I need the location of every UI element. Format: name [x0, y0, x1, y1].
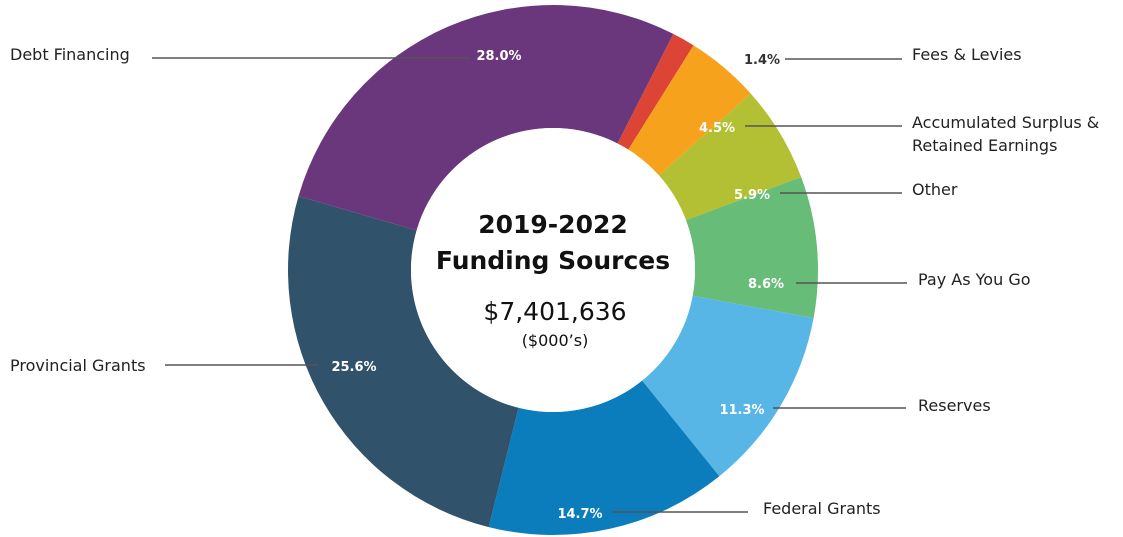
donut-slices: [287, 4, 819, 536]
slice-other: [658, 93, 802, 221]
chart-title-line-2: Funding Sources: [436, 246, 670, 275]
chart-total: $7,401,636: [483, 297, 626, 326]
category-label-line: Reserves: [918, 396, 991, 415]
category-label-line: Other: [912, 180, 958, 199]
percentage-labels: 1.4% 4.5% 5.9% 8.6% 11.3% 14.7% 25.6% 28.0%: [331, 49, 784, 522]
slice-accumulated-surplus-and-retained-earnings: [628, 45, 751, 176]
category-label-line: Accumulated Surplus &: [912, 113, 1099, 132]
pct-label-reserves: 11.3%: [719, 403, 764, 418]
slice-federal-grants: [488, 380, 720, 536]
category-label-federal-grants: Federal Grants: [763, 499, 881, 518]
category-label-pay-as-you-go: Pay As You Go: [918, 270, 1031, 289]
category-labels: Fees & Levies Accumulated Surplus & Retain…: [10, 45, 1099, 518]
category-label-line: Retained Earnings: [912, 136, 1057, 155]
category-label-line: Fees & Levies: [912, 45, 1022, 64]
category-label-fees-and-levies: Fees & Levies: [912, 45, 1022, 64]
category-label-line: Federal Grants: [763, 499, 881, 518]
category-label-reserves: Reserves: [918, 396, 991, 415]
category-label-other: Other: [912, 180, 958, 199]
pct-label-pay-as-you-go: 8.6%: [748, 277, 784, 292]
chart-units: ($000’s): [522, 331, 589, 350]
slice-pay-as-you-go: [685, 177, 819, 319]
category-label-provincial-grants: Provincial Grants: [10, 356, 146, 375]
pct-label-debt-financing: 28.0%: [476, 49, 521, 64]
pct-label-other: 5.9%: [734, 188, 770, 203]
pct-label-accumulated-surplus-and-retained-earnings: 4.5%: [699, 121, 735, 136]
category-label-line: Debt Financing: [10, 45, 130, 64]
pct-label-federal-grants: 14.7%: [557, 507, 602, 522]
category-label-accumulated-surplus-and-retained-earnings: Accumulated Surplus & Retained Earnings: [912, 113, 1099, 155]
category-label-line: Provincial Grants: [10, 356, 146, 375]
leader-lines: [152, 57, 907, 513]
category-label-line: Pay As You Go: [918, 270, 1031, 289]
slice-fees-and-levies: [617, 33, 694, 150]
slice-debt-financing: [298, 4, 674, 231]
donut-hole: [411, 128, 695, 412]
slice-reserves: [642, 295, 814, 477]
slice-provincial-grants: [287, 196, 519, 528]
pct-label-provincial-grants: 25.6%: [331, 360, 376, 375]
pct-label-fees-and-levies: 1.4%: [744, 53, 780, 68]
category-label-debt-financing: Debt Financing: [10, 45, 130, 64]
center-text: 2019-2022 Funding Sources $7,401,636 ($0…: [436, 210, 670, 350]
chart-title-line-1: 2019-2022: [478, 210, 628, 239]
